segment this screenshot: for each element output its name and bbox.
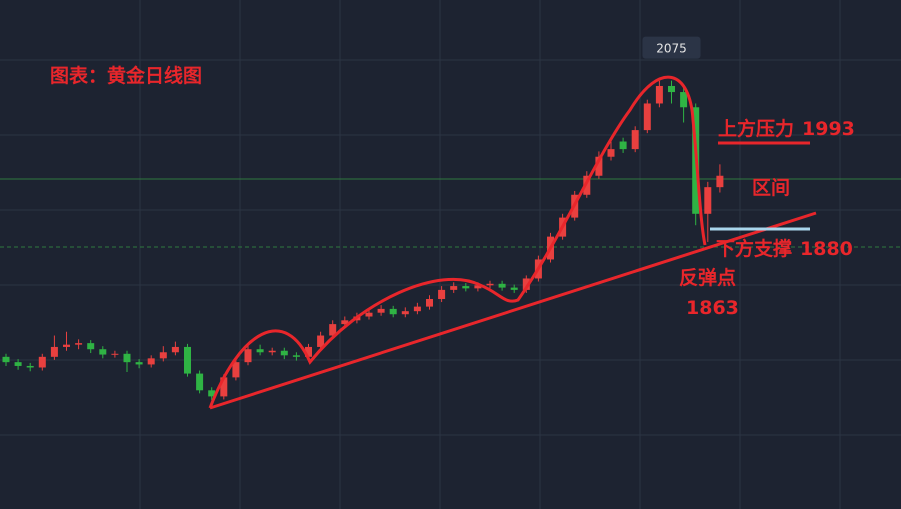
rebound-value: 1863	[686, 297, 739, 319]
candle-body	[232, 362, 240, 378]
candle-body	[135, 362, 143, 365]
support-value: 1880	[800, 238, 853, 260]
candle-body	[305, 346, 312, 357]
candle-body	[389, 308, 397, 315]
candle-body	[329, 324, 337, 336]
range-label: 区间	[752, 177, 790, 199]
candle-body	[474, 285, 482, 289]
candle-body	[317, 335, 325, 347]
candle-body	[87, 343, 95, 350]
candle-body	[377, 308, 385, 313]
candle-body	[171, 346, 179, 353]
support-label: 下方支撑	[716, 237, 792, 260]
drawings	[208, 75, 817, 410]
candle-body	[413, 306, 421, 312]
support-text: 下方支撑 1880	[716, 237, 853, 260]
candle-body	[668, 85, 675, 93]
candle-body	[401, 311, 409, 315]
candle-body	[522, 278, 530, 290]
candle-body	[111, 353, 119, 355]
candle-body	[619, 141, 627, 150]
candle-body	[196, 373, 204, 391]
resistance-label: 上方压力	[718, 117, 794, 140]
candle-body	[655, 85, 663, 104]
chart-title: 图表：黄金日线图	[50, 64, 202, 87]
candle-body	[50, 346, 58, 357]
candle-body	[99, 349, 107, 355]
candle-body	[280, 350, 288, 356]
peak-label: 2075	[656, 42, 687, 56]
candle-body	[123, 353, 131, 363]
candle-body	[595, 156, 603, 176]
candle-body	[268, 350, 276, 353]
rebound-label: 反弹点	[679, 266, 736, 289]
candle-body	[510, 287, 518, 290]
candles	[2, 80, 724, 401]
candle-body	[63, 344, 70, 347]
candle-body	[341, 320, 349, 325]
resistance-text: 上方压力 1993	[718, 117, 855, 140]
candle-body	[462, 286, 470, 289]
candle-body	[498, 283, 506, 288]
candle-body	[220, 377, 228, 397]
candle-body	[680, 92, 688, 108]
candle-body	[704, 187, 712, 214]
trend-line	[209, 211, 817, 410]
candle-body	[365, 312, 373, 317]
candle-body	[256, 349, 264, 353]
candle-body	[184, 346, 191, 374]
wave-curve	[208, 75, 707, 409]
candle-body	[75, 343, 83, 345]
candle-body	[643, 103, 651, 131]
candle-body	[631, 130, 639, 150]
candle-body	[2, 356, 10, 363]
candle-body	[292, 355, 300, 357]
peak-label-box	[642, 36, 701, 59]
candle-body	[450, 286, 458, 290]
candle-body	[426, 299, 433, 307]
candle-body	[38, 356, 46, 368]
candle-body	[438, 289, 446, 300]
candle-body	[147, 358, 155, 365]
candle-body	[486, 283, 494, 286]
candle-body	[244, 349, 252, 363]
candle-body	[208, 390, 216, 397]
candle-body	[14, 362, 22, 366]
candle-body	[159, 352, 167, 359]
resistance-value: 1993	[802, 118, 855, 140]
candle-body	[26, 365, 34, 368]
candle-body	[607, 149, 615, 157]
candle-body	[716, 175, 724, 188]
